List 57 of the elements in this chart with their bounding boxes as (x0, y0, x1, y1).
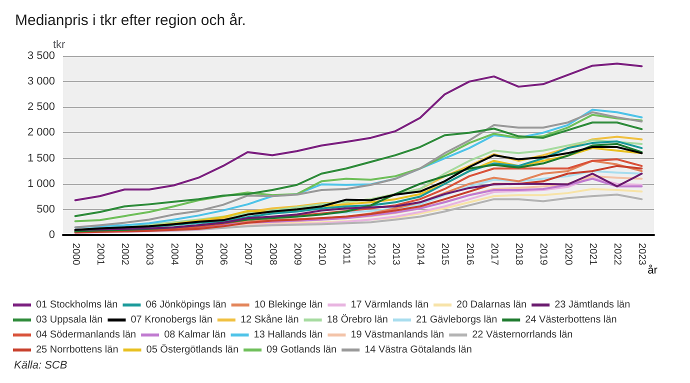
x-tick-label: 2005 (192, 243, 204, 266)
x-tick-label: 2010 (316, 243, 328, 266)
x-tick-label: 2009 (291, 243, 302, 266)
legend-label: 20 Dalarnas län (456, 300, 527, 310)
x-tick-label: 2006 (218, 243, 229, 266)
x-tick-label: 2018 (513, 243, 524, 266)
legend-label: 21 Gävleborgs län (416, 314, 498, 326)
y-tick-label: 2 500 (27, 101, 55, 114)
y-axis-title: tkr (53, 39, 66, 52)
y-tick-label: 0 (48, 229, 55, 241)
legend-label: 17 Värmlands län (350, 300, 429, 310)
legend-label: 19 Västmanlands län (350, 330, 444, 340)
legend-label: 13 Hallands län (254, 330, 323, 340)
y-tick-label: 500 (36, 203, 55, 216)
legend-label: 23 Jämtlands län (554, 300, 630, 310)
chart-title: Medianpris i tkr efter region och år. (15, 12, 246, 29)
y-tick-label: 1 500 (27, 152, 55, 164)
x-tick-label: 2007 (242, 243, 254, 266)
x-tick-label: 2001 (94, 243, 106, 266)
legend-label: 03 Uppsala län (36, 314, 103, 326)
x-tick-label: 2021 (586, 243, 598, 266)
x-tick-label: 2002 (119, 243, 130, 266)
legend-label: 25 Norrbottens län (36, 344, 118, 356)
x-tick-label: 2003 (144, 243, 155, 266)
x-tick-label: 2004 (168, 243, 180, 266)
legend-label: 10 Blekinge län (254, 300, 323, 310)
legend-label: 24 Västerbottens län (525, 314, 617, 326)
y-tick-label: 2 000 (27, 126, 55, 139)
x-tick-label: 2000 (70, 243, 81, 266)
legend-label: 14 Västra Götalands län (364, 344, 472, 356)
legend-label: 12 Skåne län (240, 314, 299, 326)
x-tick-label: 2011 (340, 243, 352, 265)
y-tick-label: 3 500 (27, 50, 55, 62)
x-tick-label: 2023 (636, 243, 648, 266)
legend-label: 18 Örebro län (326, 314, 388, 326)
x-tick-label: 2022 (612, 243, 623, 266)
x-tick-label: 2008 (266, 243, 278, 266)
legend-label: 09 Gotlands län (266, 344, 337, 356)
legend-label: 07 Kronobergs län (130, 314, 212, 326)
x-tick-label: 2012 (365, 243, 376, 266)
text: Källa: SCB (14, 360, 68, 372)
x-tick-label: 2019 (538, 243, 549, 266)
x-tick-label: 2020 (562, 243, 574, 266)
y-tick-label: 1 000 (27, 178, 55, 190)
legend-label: 08 Kalmar län (164, 330, 226, 340)
x-tick-label: 2013 (390, 243, 401, 266)
y-tick-label: 3 000 (27, 76, 55, 88)
x-tick-label: 2014 (414, 243, 426, 266)
x-tick-label: 2016 (464, 243, 475, 266)
legend-label: 06 Jönköpings län (146, 300, 226, 310)
legend-label: 01 Stockholms län (36, 300, 118, 310)
x-tick-label: 2017 (488, 243, 500, 266)
legend-label: 04 Södermanlands län (36, 330, 136, 340)
legend-label: 05 Östergötlands län (146, 344, 239, 356)
x-axis-title: år (648, 264, 658, 276)
x-tick-label: 2015 (439, 243, 450, 266)
legend-label: 22 Västernorrlands län (472, 330, 573, 340)
